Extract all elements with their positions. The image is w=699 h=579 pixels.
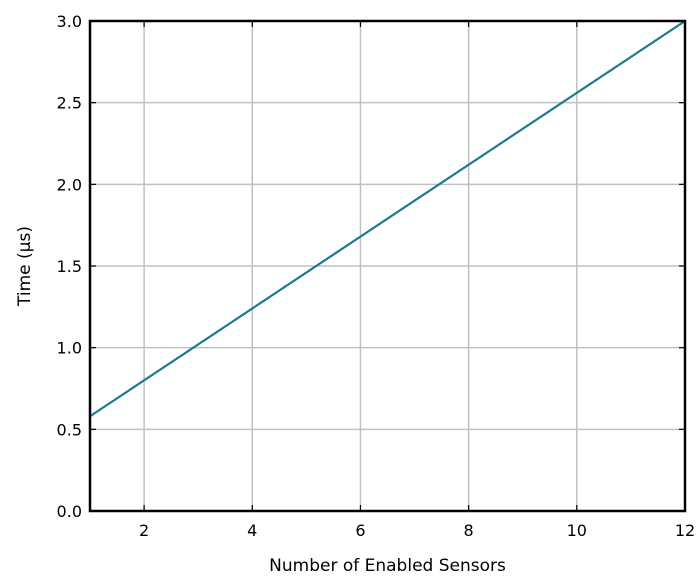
y-tick-label: 3.0 <box>57 12 82 31</box>
y-tick-label: 2.5 <box>57 94 82 113</box>
y-tick-label: 1.0 <box>57 339 82 358</box>
x-tick-label: 10 <box>567 521 587 540</box>
grid <box>90 20 686 512</box>
series-line <box>89 20 686 418</box>
y-tick-label: 0.5 <box>57 420 82 439</box>
x-tick-label: 12 <box>675 521 695 540</box>
y-tick-label: 2.0 <box>57 175 82 194</box>
ticks: 2 4 6 8 10 12 0.0 0.5 1.0 1.5 2.0 2.5 3.0 <box>57 12 696 540</box>
x-tick-label: 6 <box>355 521 365 540</box>
x-tick-label: 4 <box>247 521 257 540</box>
x-axis-label: Number of Enabled Sensors <box>269 556 506 576</box>
y-axis-label: Time (µs) <box>15 226 35 307</box>
y-tick-label: 0.0 <box>57 502 82 521</box>
y-tick-label: 1.5 <box>57 257 82 276</box>
series-layer <box>89 20 686 418</box>
x-tick-label: 2 <box>139 521 149 540</box>
x-tick-label: 8 <box>464 521 474 540</box>
